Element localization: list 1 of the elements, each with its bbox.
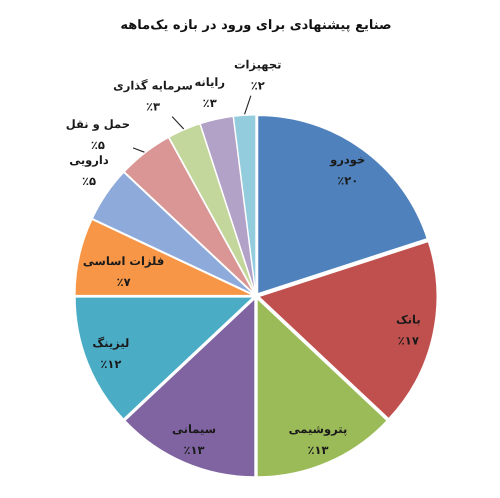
title: صنایع پیشنهادی برای ورود در بازه یک‌ماهه [120, 18, 392, 33]
